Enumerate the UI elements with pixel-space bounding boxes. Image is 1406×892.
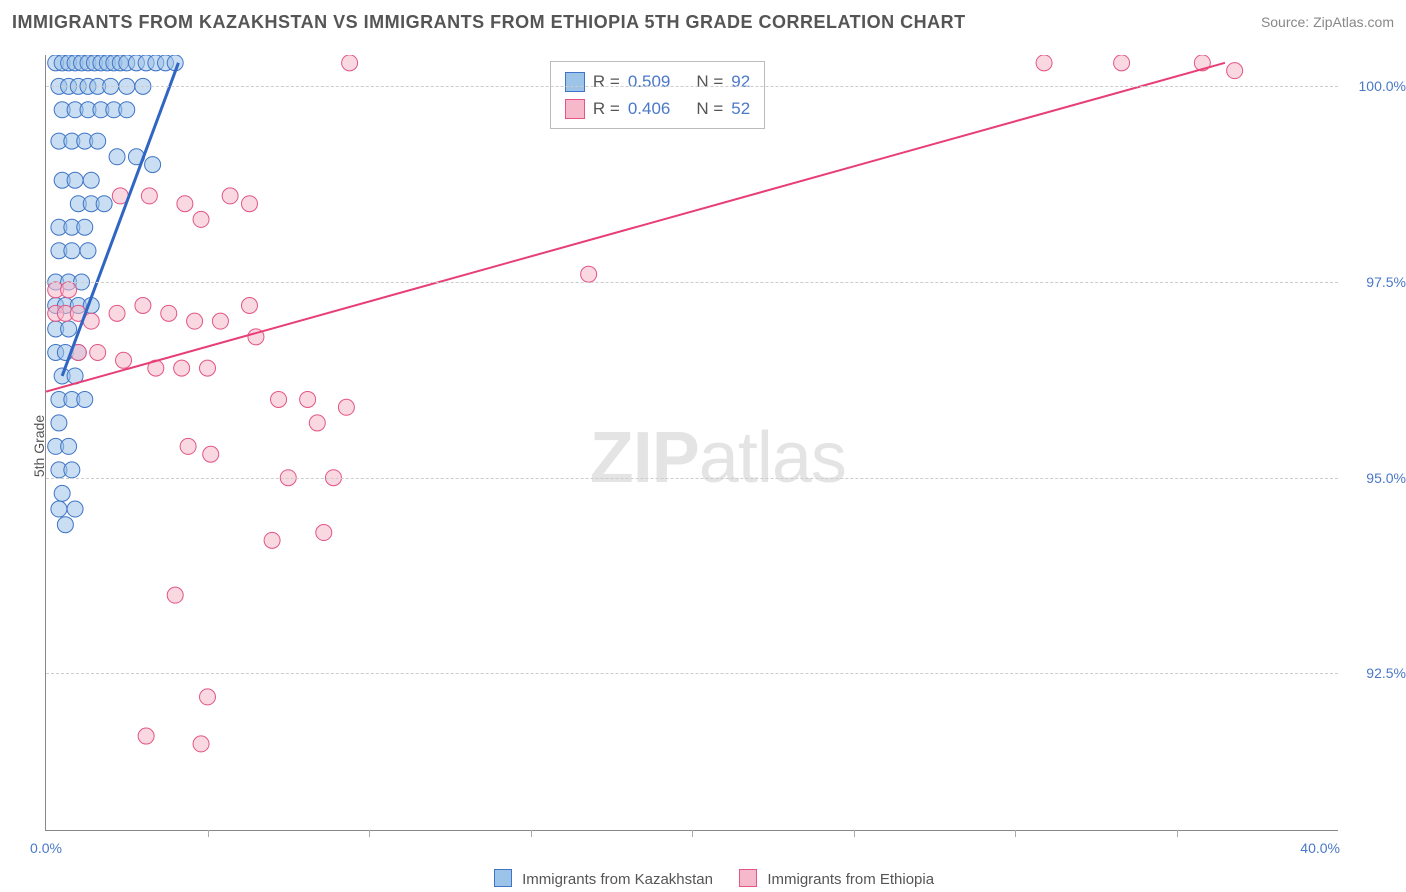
corr-n-value: 52 bbox=[731, 95, 750, 122]
x-minor-tick bbox=[692, 830, 693, 837]
x-minor-tick bbox=[854, 830, 855, 837]
chart-title: IMMIGRANTS FROM KAZAKHSTAN VS IMMIGRANTS… bbox=[12, 12, 966, 33]
watermark: ZIPatlas bbox=[590, 417, 846, 499]
legend-label-ethiopia: Immigrants from Ethiopia bbox=[767, 871, 934, 888]
gridline bbox=[46, 282, 1338, 283]
gridline bbox=[46, 478, 1338, 479]
corr-swatch bbox=[565, 72, 585, 92]
corr-r-label: R = bbox=[593, 68, 620, 95]
y-tick-label: 92.5% bbox=[1346, 665, 1406, 681]
legend-label-kazakhstan: Immigrants from Kazakhstan bbox=[522, 871, 713, 888]
x-minor-tick bbox=[1177, 830, 1178, 837]
plot-area: ZIPatlas R =0.509N =92R =0.406N =52 40.0… bbox=[45, 55, 1338, 831]
corr-swatch bbox=[565, 99, 585, 119]
gridline bbox=[46, 86, 1338, 87]
y-tick-label: 97.5% bbox=[1346, 274, 1406, 290]
x-tick-label: 0.0% bbox=[30, 840, 62, 856]
source-attribution: Source: ZipAtlas.com bbox=[1261, 14, 1394, 30]
corr-r-value: 0.509 bbox=[628, 68, 671, 95]
series-legend: Immigrants from Kazakhstan Immigrants fr… bbox=[0, 869, 1406, 888]
source-label: Source: bbox=[1261, 14, 1313, 30]
corr-r-value: 0.406 bbox=[628, 95, 671, 122]
watermark-bold: ZIP bbox=[590, 418, 699, 498]
gridline bbox=[46, 673, 1338, 674]
source-name: ZipAtlas.com bbox=[1313, 14, 1394, 30]
corr-n-label: N = bbox=[696, 68, 723, 95]
watermark-light: atlas bbox=[699, 418, 846, 498]
corr-r-label: R = bbox=[593, 95, 620, 122]
y-tick-label: 95.0% bbox=[1346, 470, 1406, 486]
x-minor-tick bbox=[369, 830, 370, 837]
corr-n-value: 92 bbox=[731, 68, 750, 95]
x-minor-tick bbox=[1015, 830, 1016, 837]
correlation-legend: R = 0.509 N = 92 R = 0.406 N = 52 bbox=[550, 61, 765, 129]
x-minor-tick bbox=[208, 830, 209, 837]
x-axis-max-label: 40.0% bbox=[1300, 840, 1340, 856]
x-minor-tick bbox=[531, 830, 532, 837]
corr-n-label: N = bbox=[696, 95, 723, 122]
legend-swatch-ethiopia bbox=[739, 869, 757, 887]
correlation-row: R = 0.509 N = 92 bbox=[565, 68, 750, 95]
y-tick-label: 100.0% bbox=[1346, 78, 1406, 94]
chart-container: IMMIGRANTS FROM KAZAKHSTAN VS IMMIGRANTS… bbox=[0, 0, 1406, 892]
correlation-row: R = 0.406 N = 52 bbox=[565, 95, 750, 122]
legend-swatch-kazakhstan bbox=[494, 869, 512, 887]
